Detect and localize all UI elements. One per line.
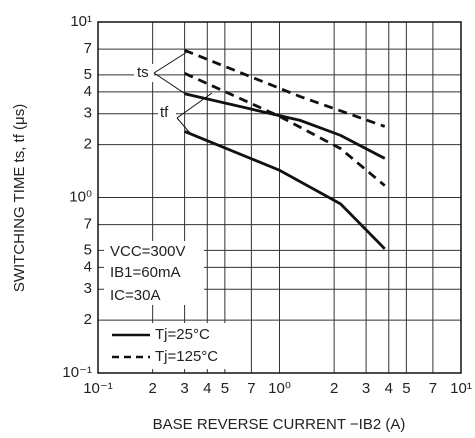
y-axis-title: SWITCHING TIME ts, tf (μs) [11,104,28,292]
series-line [184,48,386,128]
x-tick-label: 7 [429,380,437,397]
condition: IB1=60mA [110,264,180,281]
legend-label: Tj=25°C [155,326,210,343]
y-tick-label: 2 [84,136,92,153]
x-axis-title: BASE REVERSE CURRENT −IB2 (A) [153,416,406,433]
x-tick-label: 5 [402,380,410,397]
y-tick-label: 5 [84,241,92,258]
series-line [184,72,386,187]
y-tick-label: 4 [84,83,92,100]
x-tick-label: 5 [221,380,229,397]
y-tick-label: 2 [84,311,92,328]
annotation: ts [137,64,149,81]
pointer [176,117,191,134]
x-tick-label: 2 [330,380,338,397]
annotation-bg [158,104,176,122]
y-tick-label: 3 [84,105,92,122]
x-tick-label: 2 [148,380,156,397]
x-tick-label: 3 [362,380,370,397]
annotation: tf [160,104,169,121]
y-tick-label: 4 [84,258,92,275]
y-tick-label: 3 [84,280,92,297]
pointer [153,51,188,74]
conditions-bg [104,241,204,305]
y-tick-label: 10⁰ [69,188,92,205]
x-tick-label: 4 [385,380,393,397]
y-tick-label: 7 [84,40,92,57]
y-tick-label: 7 [84,216,92,233]
series-line [184,92,386,160]
pointer [153,72,188,96]
x-tick-label: 10¹ [450,380,472,397]
y-tick-label: 5 [84,66,92,83]
plot-frame [97,21,462,374]
condition: IC=30A [110,287,160,304]
y-tick-label: 10¹ [70,13,92,30]
x-tick-label: 3 [180,380,188,397]
condition: VCC=300V [110,243,185,260]
x-tick-label: 7 [247,380,255,397]
series-lines [184,48,386,250]
series-line [184,130,386,250]
x-tick-label: 4 [203,380,211,397]
pointer [176,92,213,119]
x-tick-label: 10⁻¹ [83,380,113,397]
annotation-bg [134,64,154,82]
legend-label: Tj=125°C [155,348,218,365]
x-tick-label: 10⁰ [268,380,291,397]
y-tick-label: 10⁻¹ [62,364,92,381]
legend-bg [104,323,250,369]
